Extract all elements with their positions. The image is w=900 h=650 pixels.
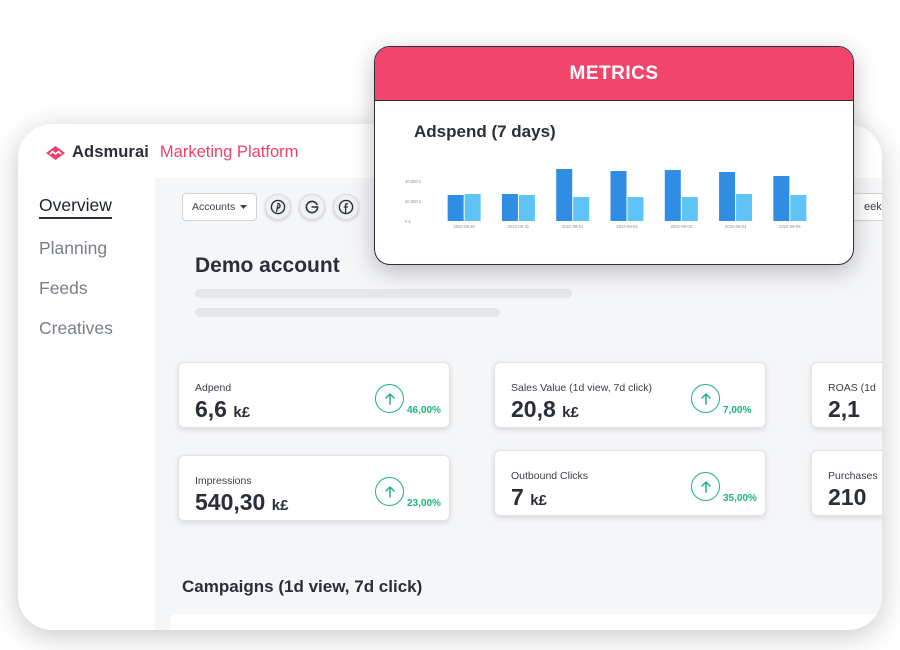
metrics-header: METRICS (375, 47, 853, 101)
nav-item-feeds[interactable]: Feeds (39, 278, 88, 298)
brand[interactable]: Adsmurai Marketing Platform (46, 143, 298, 162)
skeleton-line (195, 308, 500, 317)
kpi-label: ROAS (1d (828, 382, 876, 394)
kpi-change: 23,00% (407, 498, 441, 509)
bar-series-2[interactable] (464, 194, 481, 221)
kpi-card-adspend[interactable]: Adpend 6,6 k£ 46,00% (178, 362, 450, 428)
arrow-up-icon (375, 477, 404, 506)
x-tick-label: 2022-09-02 (616, 224, 638, 229)
toolbar: Accounts (182, 193, 360, 221)
bar-series-1[interactable] (610, 171, 627, 221)
campaigns-heading: Campaigns (1d view, 7d click) (182, 577, 423, 596)
bar-series-1[interactable] (719, 172, 736, 221)
facebook-button[interactable] (333, 194, 360, 220)
x-tick-label: 2022-09-05 (779, 224, 801, 229)
kpi-card-outbound-clicks[interactable]: Outbound Clicks 7 k£ 35,00% (494, 450, 766, 516)
kpi-change: 46,00% (407, 405, 441, 416)
kpi-label: Adpend (195, 382, 232, 394)
nav-item-overview[interactable]: Overview (39, 194, 112, 219)
brand-product: Marketing Platform (159, 143, 299, 161)
adspend-bar-chart: 40,000 £ 20,000 £ 0 £ 2022-08-30 2022-08-31 2… (405, 169, 807, 229)
kpi-value: 20,8 k£ (511, 396, 579, 422)
y-tick-label: 40,000 £ (405, 179, 422, 184)
kpi-label: Purchases (828, 470, 878, 482)
kpi-card-sales-value[interactable]: Sales Value (1d view, 7d click) 20,8 k£ … (494, 362, 766, 428)
arrow-up-icon (375, 384, 404, 413)
google-icon (305, 200, 319, 214)
pinterest-icon (270, 199, 286, 215)
bar-series-2[interactable] (790, 195, 807, 221)
arrow-up-icon (691, 472, 720, 501)
kpi-card-purchases[interactable]: Purchases 210 (811, 450, 882, 516)
nav-item-creatives[interactable]: Creatives (39, 318, 113, 338)
kpi-label: Sales Value (1d view, 7d click) (511, 382, 653, 394)
kpi-value: 6,6 k£ (195, 396, 251, 422)
accounts-dropdown[interactable]: Accounts (182, 193, 258, 221)
nav-item-planning[interactable]: Planning (39, 238, 108, 258)
bar-series-2[interactable] (573, 197, 590, 221)
bar-series-1[interactable] (447, 195, 464, 221)
kpi-label: Outbound Clicks (511, 470, 589, 482)
y-tick-label: 20,000 £ (405, 199, 422, 204)
accounts-label: Accounts (192, 201, 236, 213)
campaigns-table (171, 614, 882, 630)
sidebar-nav: Overview Planning Feeds Creatives (39, 194, 113, 357)
x-tick-label: 2022-09-03 (671, 224, 693, 229)
kpi-change: 7,00% (723, 405, 752, 416)
kpi-value: 2,1 (828, 396, 860, 422)
x-tick-label: 2022-08-30 (453, 224, 475, 229)
bar-series-2[interactable] (518, 195, 535, 221)
kpi-card-roas[interactable]: ROAS (1d 2,1 (811, 362, 882, 428)
arrow-up-icon (691, 384, 720, 413)
kpi-change: 35,00% (723, 493, 757, 504)
brand-name: Adsmurai (72, 143, 149, 161)
page-title: Demo account (195, 254, 340, 277)
x-tick-label: 2022-09-01 (562, 224, 584, 229)
kpi-label: Impressions (195, 475, 252, 487)
kpi-value: 210 (828, 484, 867, 510)
bar-series-1[interactable] (664, 170, 681, 221)
bar-series-2[interactable] (736, 194, 753, 221)
kpi-value: 7 k£ (511, 484, 547, 510)
x-tick-label: 2022-09-04 (725, 224, 747, 229)
kpi-card-impressions[interactable]: Impressions 540,30 k£ 23,00% (178, 455, 450, 521)
facebook-icon (338, 199, 354, 215)
pinterest-button[interactable] (265, 194, 292, 220)
chart-title: Adspend (7 days) (414, 122, 556, 141)
brand-logo-icon (46, 145, 65, 160)
bar-series-1[interactable] (556, 169, 573, 221)
bar-series-2[interactable] (627, 197, 644, 221)
skeleton-line (195, 289, 572, 298)
y-tick-label: 0 £ (405, 219, 411, 224)
x-tick-label: 2022-08-31 (508, 224, 530, 229)
kpi-value: 540,30 k£ (195, 489, 289, 515)
bar-series-2[interactable] (681, 197, 698, 221)
bar-series-1[interactable] (501, 194, 518, 221)
metrics-card: METRICS Adspend (7 days) 40,000 £ 20,000 … (374, 46, 854, 265)
bar-series-1[interactable] (773, 176, 790, 221)
google-button[interactable] (299, 194, 326, 220)
caret-down-icon (240, 204, 248, 209)
